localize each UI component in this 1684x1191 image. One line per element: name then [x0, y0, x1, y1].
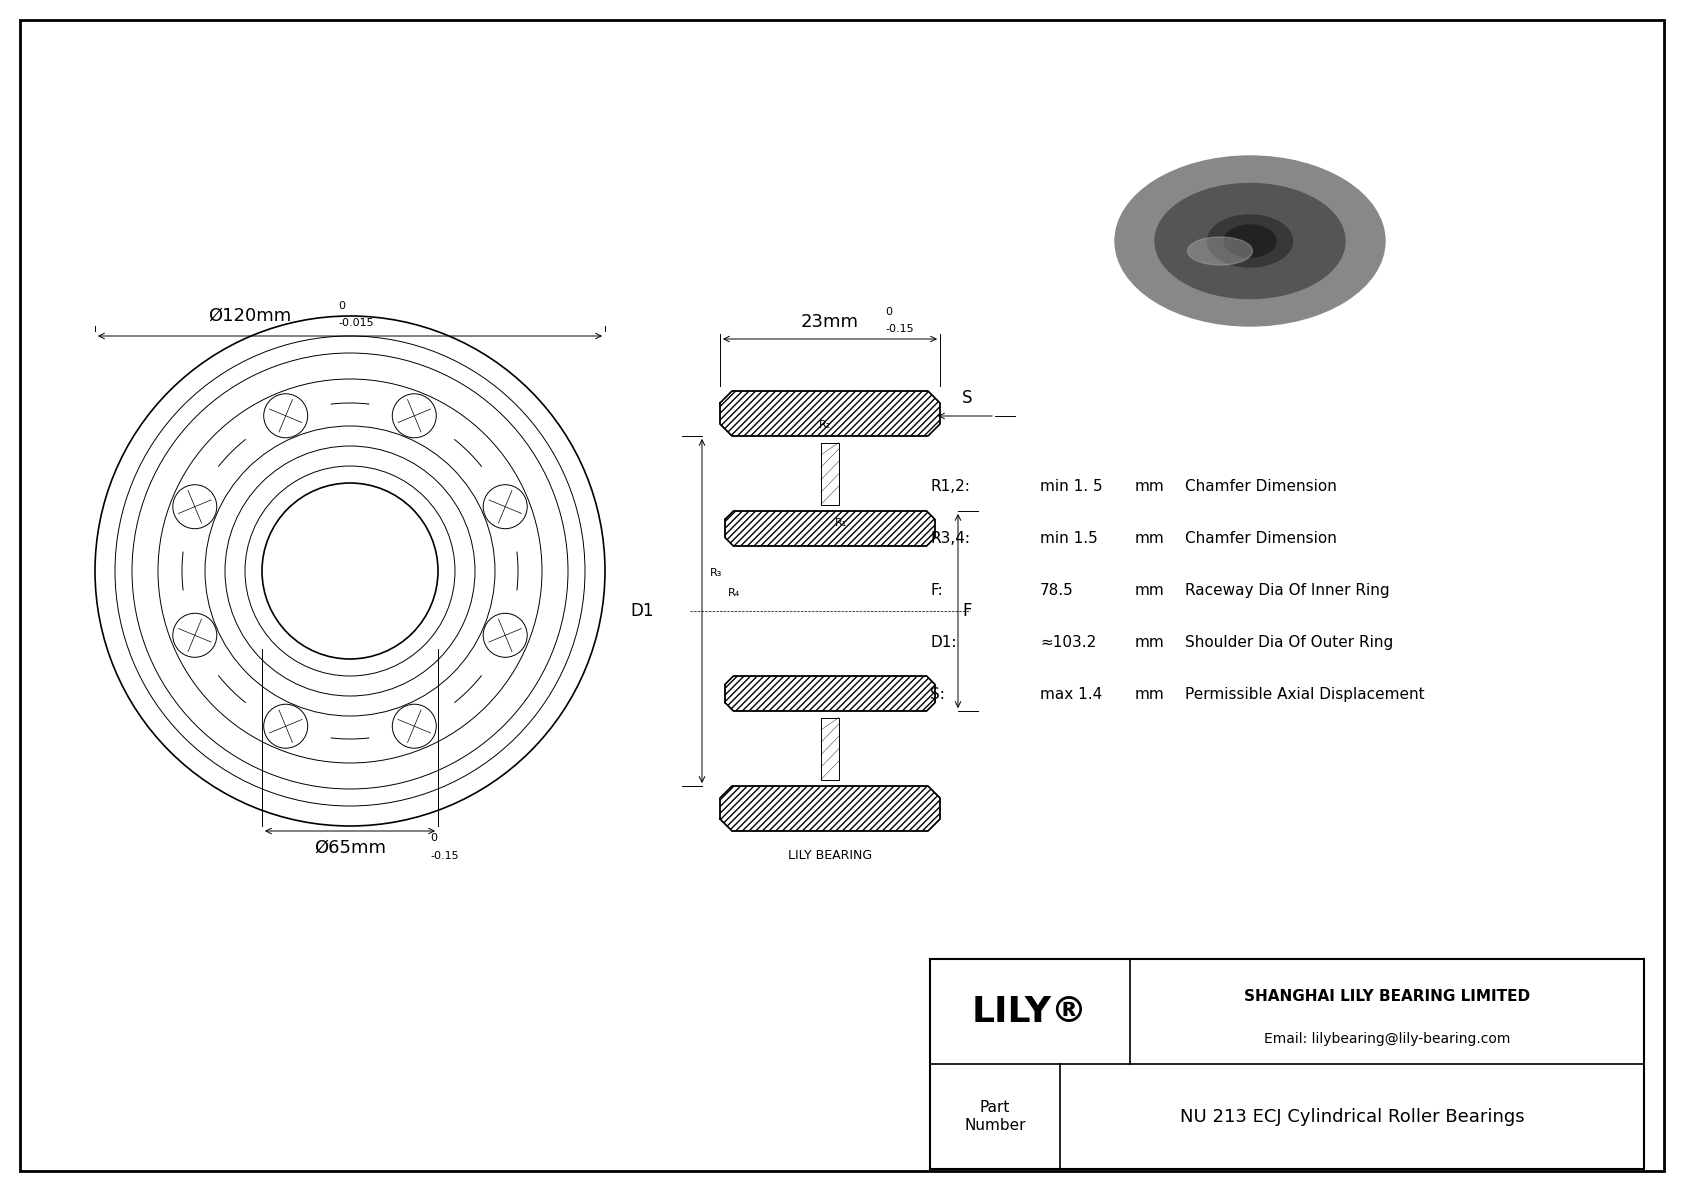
Text: min 1. 5: min 1. 5 — [1041, 479, 1103, 494]
Text: R₃: R₃ — [709, 568, 722, 578]
Text: S: S — [962, 389, 972, 407]
Text: LILY BEARING: LILY BEARING — [788, 849, 872, 862]
Text: F: F — [962, 601, 972, 621]
Ellipse shape — [1187, 237, 1253, 266]
Text: 23mm: 23mm — [802, 313, 859, 331]
Text: R₂: R₂ — [818, 420, 832, 430]
Text: mm: mm — [1135, 687, 1165, 701]
Text: -0.015: -0.015 — [338, 318, 374, 328]
Text: NU 213 ECJ Cylindrical Roller Bearings: NU 213 ECJ Cylindrical Roller Bearings — [1180, 1108, 1524, 1125]
Text: R1,2:: R1,2: — [930, 479, 970, 494]
Text: R₁: R₁ — [835, 518, 847, 528]
Text: max 1.4: max 1.4 — [1041, 687, 1103, 701]
Ellipse shape — [1155, 183, 1346, 299]
Bar — [822, 717, 839, 779]
Text: Ø120mm: Ø120mm — [209, 307, 291, 325]
Text: Permissible Axial Displacement: Permissible Axial Displacement — [1186, 687, 1425, 701]
Text: -0.15: -0.15 — [429, 852, 458, 861]
Text: 0: 0 — [338, 301, 345, 311]
Text: min 1.5: min 1.5 — [1041, 531, 1098, 545]
Text: LILY®: LILY® — [972, 994, 1088, 1029]
Text: Chamfer Dimension: Chamfer Dimension — [1186, 479, 1337, 494]
Text: Raceway Dia Of Inner Ring: Raceway Dia Of Inner Ring — [1186, 584, 1389, 598]
Bar — [822, 443, 839, 505]
Text: SHANGHAI LILY BEARING LIMITED: SHANGHAI LILY BEARING LIMITED — [1244, 990, 1531, 1004]
Text: F:: F: — [930, 584, 943, 598]
Text: 0: 0 — [429, 833, 438, 843]
Text: Email: lilybearing@lily-bearing.com: Email: lilybearing@lily-bearing.com — [1263, 1031, 1511, 1046]
Ellipse shape — [1207, 216, 1293, 267]
Text: mm: mm — [1135, 584, 1165, 598]
Text: Chamfer Dimension: Chamfer Dimension — [1186, 531, 1337, 545]
Text: D1: D1 — [630, 601, 653, 621]
Text: Part
Number: Part Number — [965, 1100, 1026, 1133]
Text: mm: mm — [1135, 531, 1165, 545]
Bar — [930, 959, 1644, 1170]
Text: 78.5: 78.5 — [1041, 584, 1074, 598]
Text: R₄: R₄ — [727, 588, 741, 598]
Text: -0.15: -0.15 — [886, 324, 914, 333]
Text: Ø65mm: Ø65mm — [313, 838, 386, 858]
Text: 0: 0 — [886, 307, 893, 317]
Ellipse shape — [1115, 156, 1384, 326]
Text: Shoulder Dia Of Outer Ring: Shoulder Dia Of Outer Ring — [1186, 635, 1393, 650]
Ellipse shape — [1224, 225, 1276, 257]
Text: R3,4:: R3,4: — [930, 531, 970, 545]
Text: mm: mm — [1135, 479, 1165, 494]
Text: D1:: D1: — [930, 635, 957, 650]
Text: S:: S: — [930, 687, 945, 701]
Text: mm: mm — [1135, 635, 1165, 650]
Text: ≈103.2: ≈103.2 — [1041, 635, 1096, 650]
